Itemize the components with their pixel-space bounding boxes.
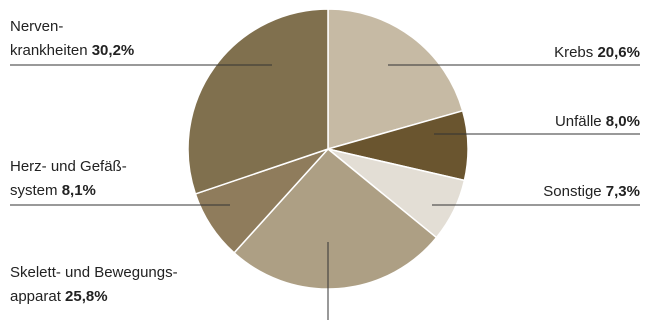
slice-value-0: 20,6% bbox=[597, 44, 640, 61]
slice-label-3: Skelett- und Bewegungs-apparat 25,8% bbox=[10, 264, 178, 305]
slice-label-1: Unfälle 8,0% bbox=[555, 113, 640, 130]
slice-value-3: 25,8% bbox=[65, 288, 108, 305]
pie-labels: Krebs 20,6% Unfälle 8,0% Sonstige 7,3% Skel… bbox=[10, 18, 640, 320]
pie-slice-0 bbox=[327, 8, 464, 150]
slice-value-5: 30,2% bbox=[92, 42, 135, 59]
slice-label-0: Krebs 20,6% bbox=[554, 44, 640, 61]
slice-label-5: Nerven-krankheiten 30,2% bbox=[10, 18, 134, 59]
slice-value-1: 8,0% bbox=[606, 113, 640, 130]
slice-value-4: 8,1% bbox=[62, 182, 96, 199]
pie-slice-5 bbox=[187, 8, 329, 195]
slice-label-2: Sonstige 7,3% bbox=[543, 183, 640, 200]
slice-value-2: 7,3% bbox=[606, 183, 640, 200]
slice-label-4: Herz- und Gefäß-system 8,1% bbox=[10, 158, 127, 199]
pie-slices bbox=[187, 8, 469, 290]
pie-slice-3 bbox=[233, 147, 438, 290]
